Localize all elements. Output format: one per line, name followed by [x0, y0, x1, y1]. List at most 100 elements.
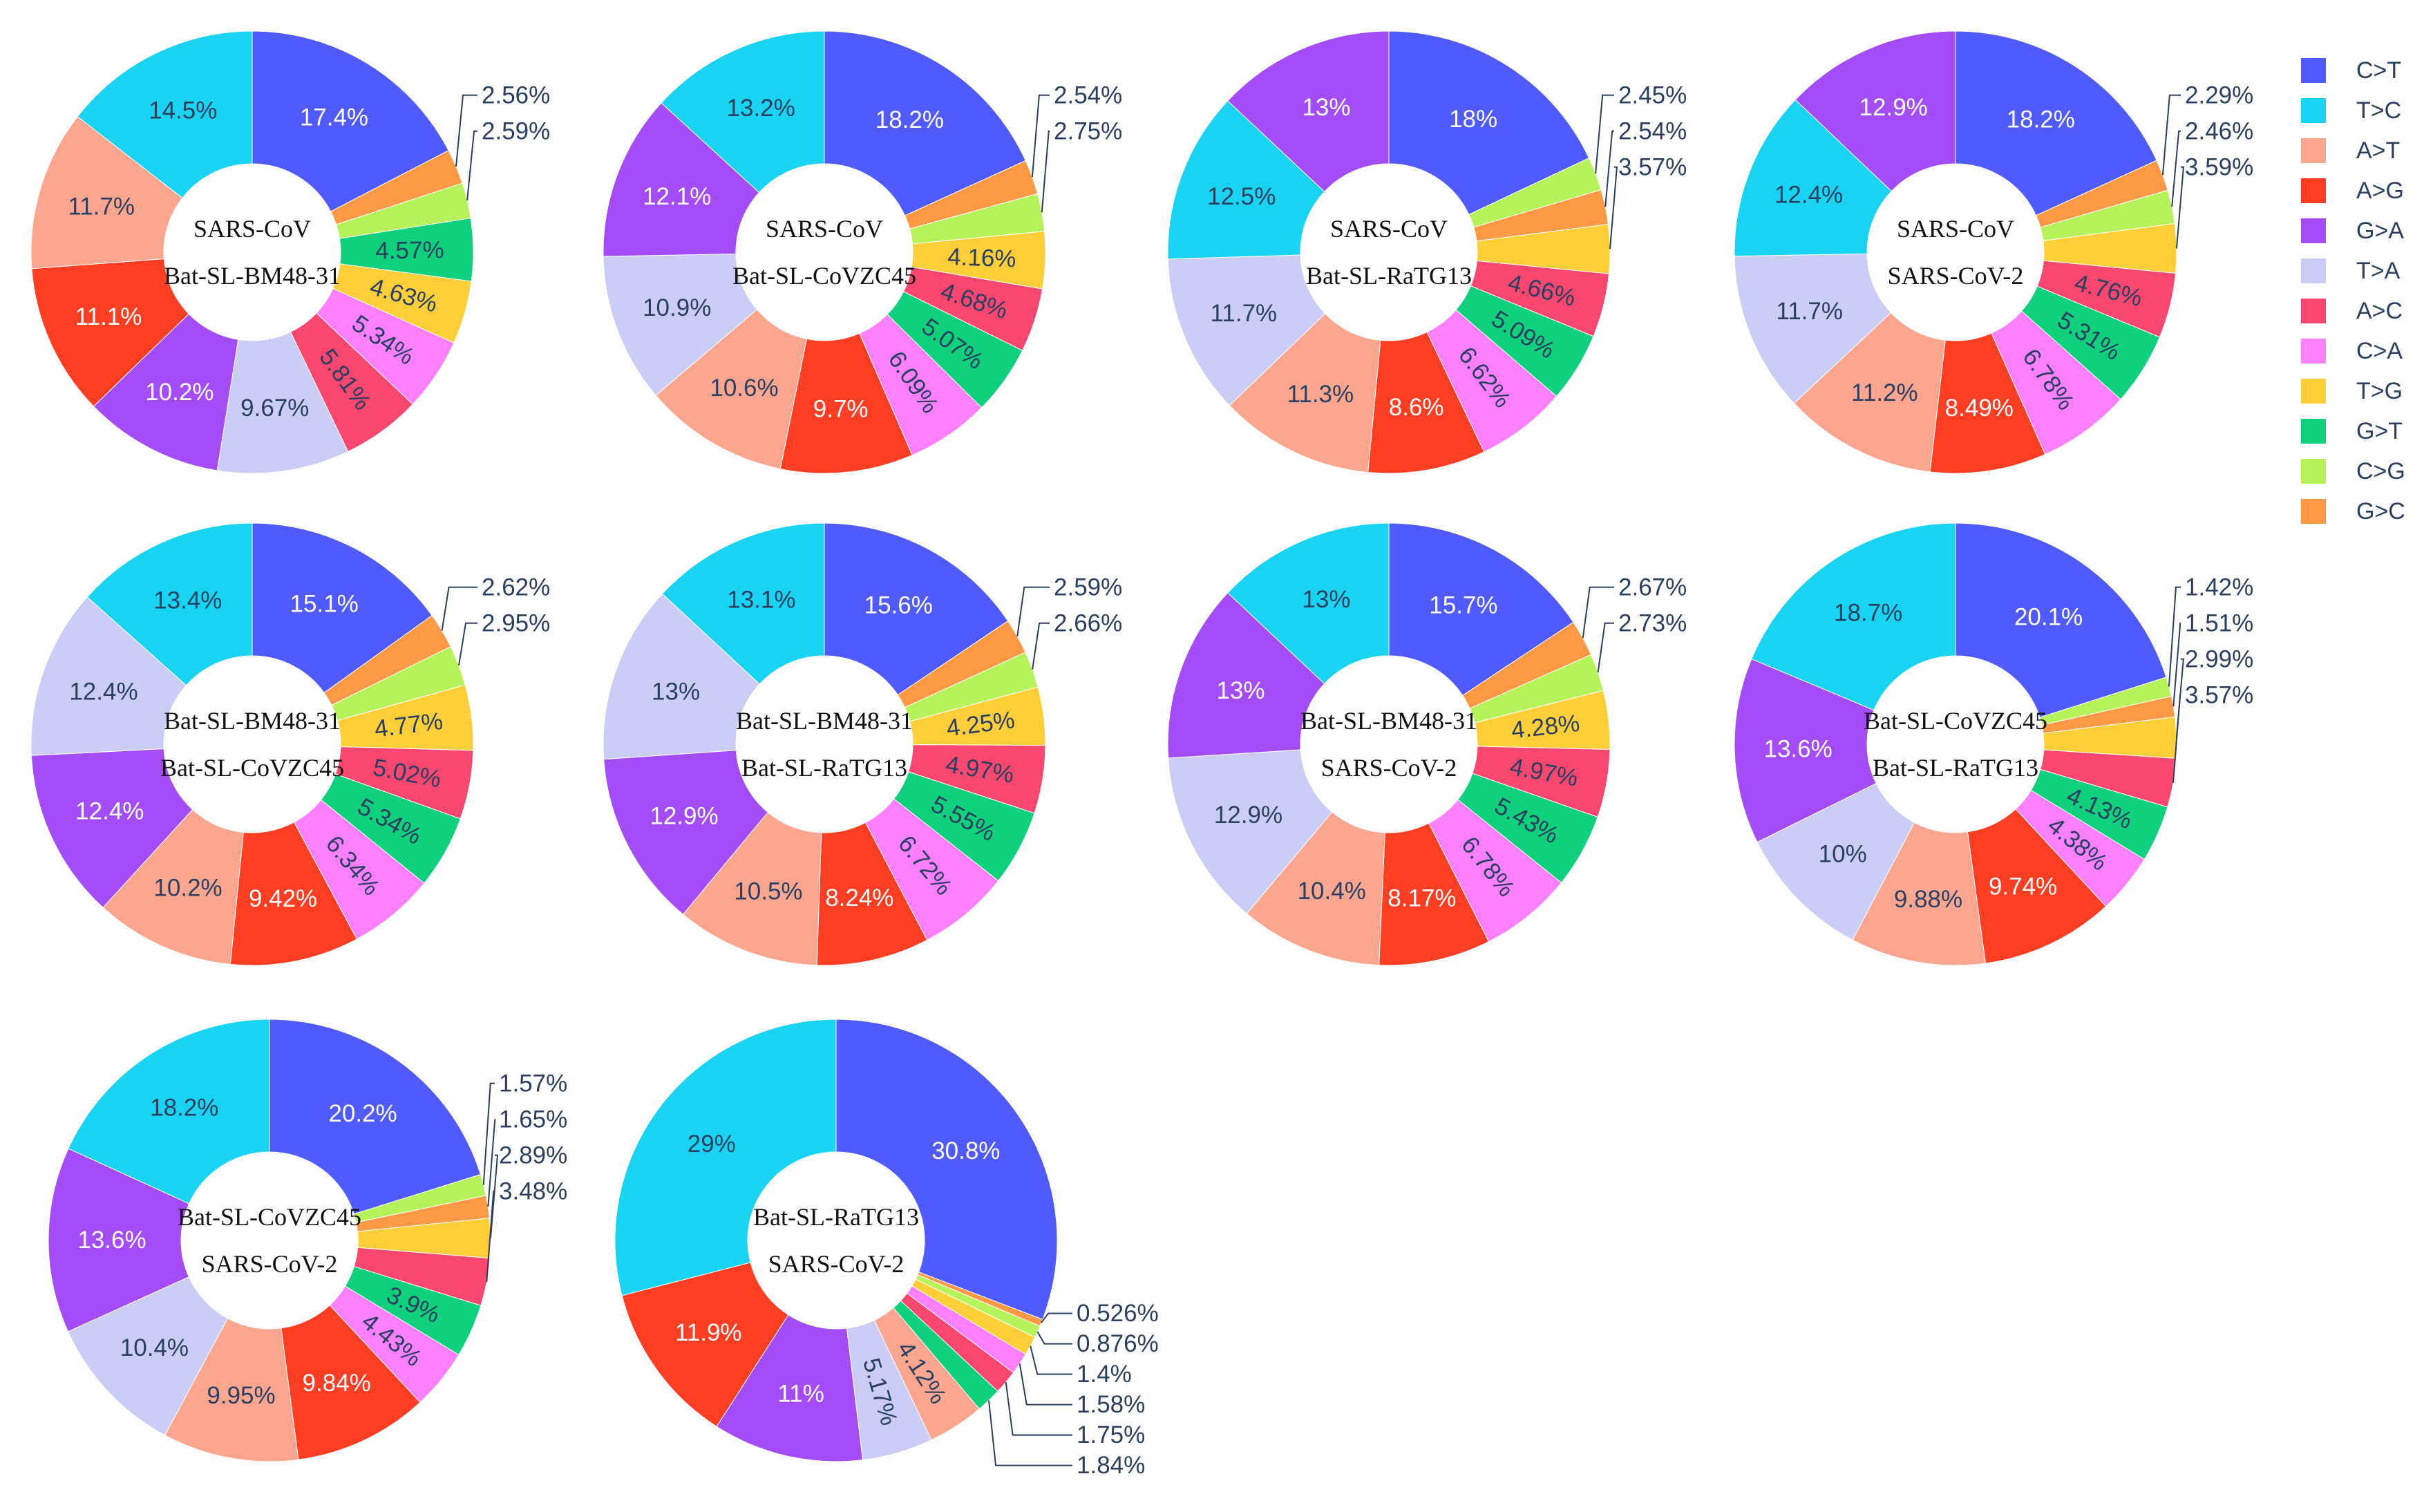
- slice-c-to-t[interactable]: [824, 30, 1026, 216]
- slice-t-to-a[interactable]: [67, 1276, 229, 1436]
- slice-t-to-c[interactable]: [661, 30, 825, 193]
- slice-label: 2.95%: [482, 609, 550, 636]
- legend-item-c-to-t[interactable]: C>T: [2301, 57, 2401, 84]
- legend-item-g-to-a[interactable]: G>A: [2301, 218, 2404, 244]
- legend-label: T>C: [2356, 97, 2401, 124]
- slice-a-to-g[interactable]: [621, 1262, 789, 1427]
- center-title-bottom: Bat-SL-BM48-31: [164, 262, 341, 290]
- label-connector: [1604, 130, 1614, 207]
- slice-label: 8.17%: [1388, 885, 1456, 911]
- slice-g-to-a[interactable]: [716, 1314, 864, 1462]
- slice-t-to-a[interactable]: [30, 596, 187, 756]
- legend-item-t-to-a[interactable]: T>A: [2301, 258, 2401, 284]
- label-connector: [1041, 130, 1050, 213]
- slice-label: 1.58%: [1077, 1391, 1145, 1418]
- slice-t-to-c[interactable]: [1167, 100, 1325, 260]
- slice-a-to-g[interactable]: [31, 258, 189, 407]
- slice-a-to-t[interactable]: [164, 1318, 299, 1462]
- slice-a-to-g[interactable]: [1967, 809, 2107, 964]
- slice-a-to-t[interactable]: [1229, 313, 1381, 473]
- slice-t-to-c[interactable]: [1734, 99, 1893, 257]
- legend-item-g-to-c[interactable]: G>C: [2301, 498, 2405, 525]
- legend-label: G>T: [2356, 418, 2403, 444]
- slice-t-to-a[interactable]: [1757, 782, 1915, 941]
- center-title-bottom: Bat-SL-RaTG13: [1873, 754, 2038, 782]
- slice-t-to-a[interactable]: [1734, 253, 1892, 404]
- slice-t-to-c[interactable]: [86, 522, 253, 686]
- legend-item-a-to-c[interactable]: A>C: [2301, 298, 2403, 324]
- label-connector: [2171, 130, 2181, 207]
- slice-c-to-t[interactable]: [1388, 30, 1590, 216]
- slice-g-to-a[interactable]: [603, 750, 768, 915]
- legend-item-t-to-c[interactable]: T>C: [2301, 97, 2401, 124]
- slice-label: 18.7%: [1834, 600, 1902, 627]
- center-title-bottom: Bat-SL-CoVZC45: [732, 262, 916, 290]
- legend-item-g-to-t[interactable]: G>T: [2301, 418, 2403, 444]
- slice-label: 12.5%: [1207, 183, 1276, 210]
- legend-label: T>G: [2356, 378, 2403, 404]
- center-title-bottom: SARS-CoV-2: [768, 1250, 905, 1278]
- slice-g-to-a[interactable]: [1734, 658, 1877, 843]
- slice-t-to-a[interactable]: [603, 593, 760, 760]
- slice-label: 2.59%: [482, 117, 550, 144]
- legend-item-c-to-a[interactable]: C>A: [2301, 338, 2403, 364]
- slice-a-to-t[interactable]: [682, 811, 822, 966]
- slice-a-to-t[interactable]: [1852, 822, 1987, 966]
- center-title-top: Bat-SL-RaTG13: [753, 1203, 919, 1231]
- slice-g-to-a[interactable]: [1795, 30, 1956, 192]
- slice-g-to-a[interactable]: [30, 748, 193, 908]
- slice-c-to-t[interactable]: [824, 522, 1009, 696]
- slice-c-to-t[interactable]: [835, 1019, 1058, 1320]
- slice-a-to-g[interactable]: [281, 1305, 421, 1460]
- slice-c-to-t[interactable]: [269, 1019, 482, 1215]
- slice-t-to-c[interactable]: [614, 1019, 837, 1296]
- slice-t-to-a[interactable]: [1168, 749, 1333, 914]
- slice-t-to-a[interactable]: [1167, 254, 1326, 406]
- slice-label: 11.7%: [1211, 300, 1278, 327]
- slice-t-to-c[interactable]: [1751, 522, 1956, 711]
- slice-label: 4.57%: [375, 236, 444, 264]
- slice-g-to-a[interactable]: [48, 1148, 190, 1332]
- legend-item-a-to-t[interactable]: A>T: [2301, 138, 2400, 164]
- slice-t-to-a[interactable]: [216, 331, 349, 474]
- slice-label: 17.4%: [300, 104, 368, 131]
- slice-t-to-c[interactable]: [68, 1019, 270, 1204]
- center-title-top: SARS-CoV: [1330, 215, 1448, 243]
- slice-t-to-c[interactable]: [77, 30, 253, 199]
- slice-a-to-t[interactable]: [1793, 312, 1946, 473]
- legend-item-a-to-g[interactable]: A>G: [2301, 178, 2404, 204]
- slice-g-to-a[interactable]: [1167, 592, 1325, 759]
- slice-a-to-g[interactable]: [779, 332, 913, 474]
- center-title-top: Bat-SL-BM48-31: [164, 707, 341, 735]
- slice-g-to-a[interactable]: [603, 102, 760, 257]
- center-title-bottom: SARS-CoV-2: [1888, 262, 2024, 290]
- slice-a-to-t[interactable]: [102, 809, 244, 965]
- label-connector: [458, 622, 477, 666]
- slice-t-to-c[interactable]: [1227, 522, 1390, 685]
- slice-label: 0.876%: [1077, 1330, 1159, 1357]
- slice-label: 2.56%: [482, 82, 550, 108]
- label-connector: [482, 1082, 495, 1185]
- slice-a-to-t[interactable]: [1246, 811, 1385, 966]
- slice-a-to-g[interactable]: [1379, 822, 1490, 966]
- label-connector: [1582, 586, 1614, 639]
- slice-a-to-t[interactable]: [655, 309, 808, 470]
- legend-item-c-to-g[interactable]: C>G: [2301, 458, 2405, 484]
- slice-label: 1.57%: [499, 1070, 567, 1097]
- slice-label: 2.89%: [499, 1142, 567, 1169]
- slice-label: 9.74%: [1989, 873, 2057, 900]
- legend-label: G>A: [2356, 218, 2404, 244]
- slice-c-to-t[interactable]: [252, 522, 433, 694]
- slice-c-to-t[interactable]: [252, 30, 449, 212]
- slice-c-to-t[interactable]: [1955, 30, 2157, 216]
- slice-t-to-a[interactable]: [603, 253, 758, 396]
- slice-a-to-t[interactable]: [30, 116, 183, 270]
- slice-t-to-c[interactable]: [661, 522, 825, 685]
- slice-c-to-t[interactable]: [1955, 522, 2167, 718]
- slice-label: 13.6%: [77, 1227, 146, 1254]
- slice-label: 1.84%: [1077, 1452, 1145, 1479]
- slice-g-to-a[interactable]: [93, 313, 239, 471]
- legend-item-t-to-g[interactable]: T>G: [2301, 378, 2403, 404]
- slice-g-to-a[interactable]: [1227, 30, 1390, 193]
- slice-label: 2.75%: [1054, 117, 1122, 144]
